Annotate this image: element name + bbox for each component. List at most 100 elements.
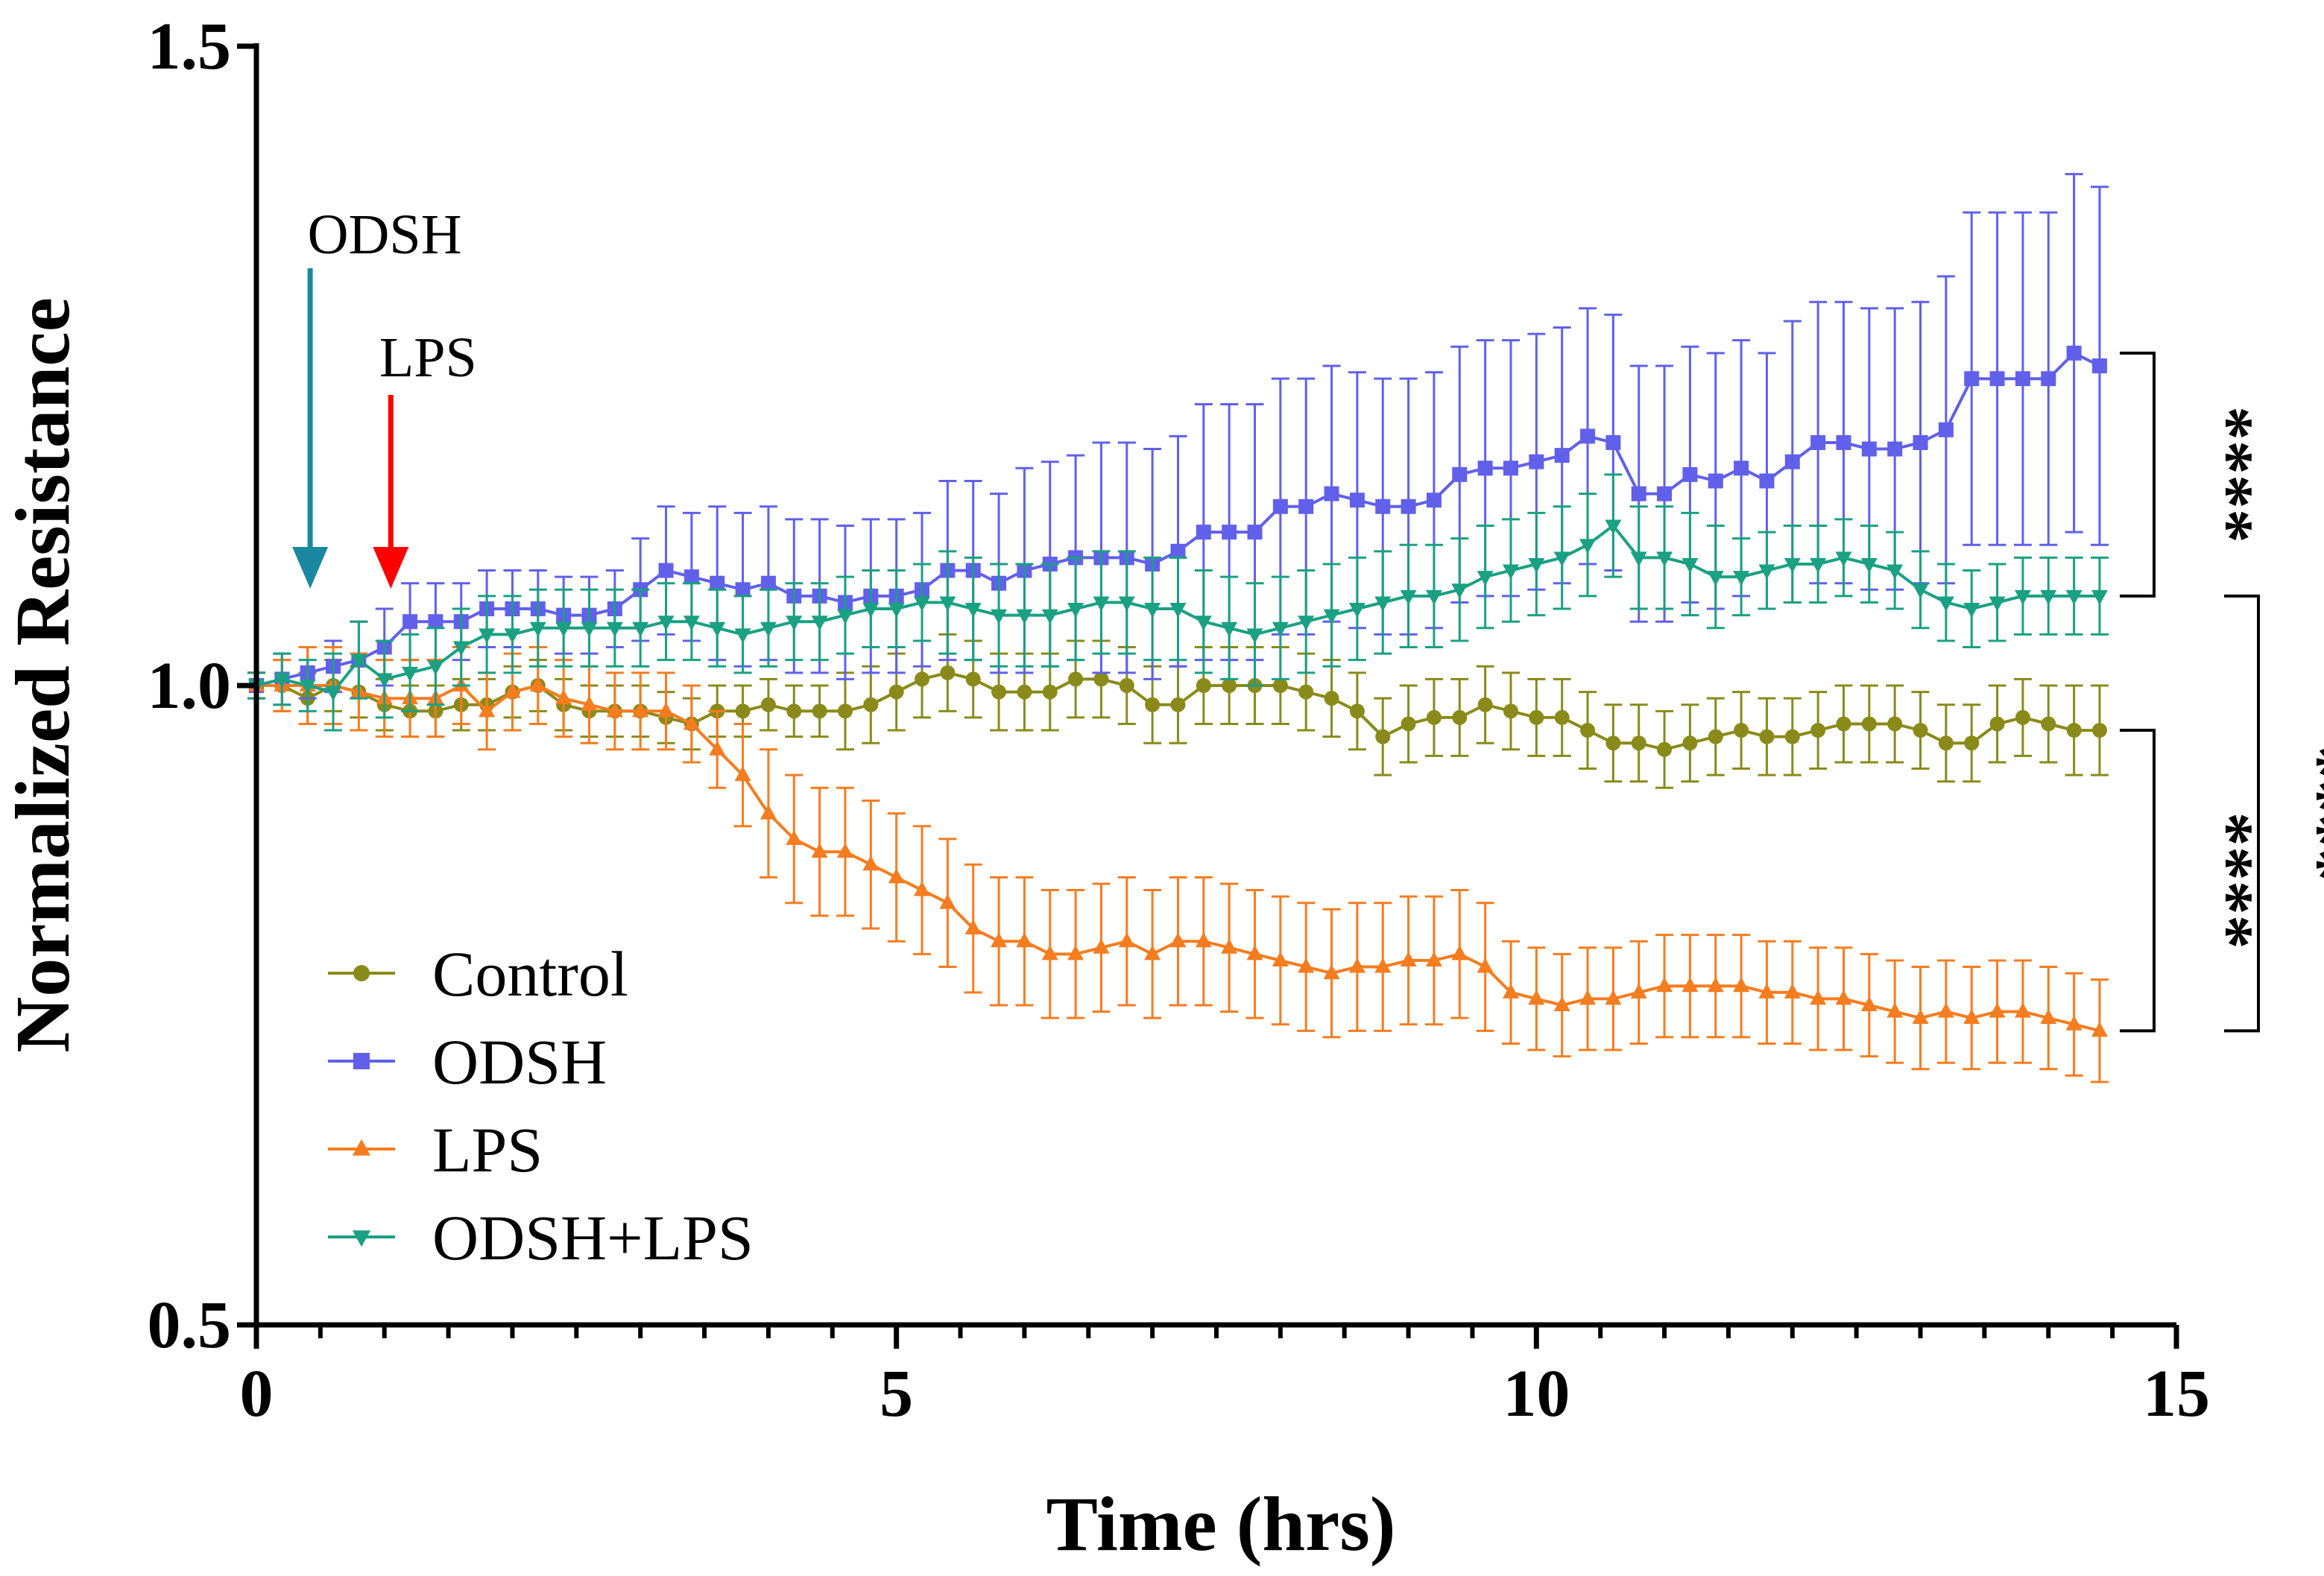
data-point (1784, 557, 1801, 573)
significance-bracket: **** (2120, 729, 2267, 1033)
data-point (1195, 615, 1212, 631)
data-point (735, 703, 751, 719)
data-point (2091, 723, 2107, 738)
data-point (581, 621, 598, 637)
data-point (709, 621, 726, 637)
data-point (1324, 691, 1339, 706)
data-point (1401, 716, 1416, 732)
data-point (1298, 958, 1315, 973)
data-point (1529, 709, 1544, 725)
data-point (1400, 951, 1417, 966)
data-point (1553, 996, 1570, 1011)
data-point (2091, 589, 2108, 605)
data-point (1247, 525, 1263, 540)
data-point (1477, 571, 1494, 586)
data-point (1886, 1002, 1904, 1018)
legend-label: ODSH+LPS (432, 1202, 754, 1273)
data-point (1425, 589, 1442, 605)
data-point (1758, 564, 1775, 580)
data-point (325, 686, 342, 701)
data-point (1348, 603, 1365, 618)
axes: 0.5 1.0 1.5 0 5 10 15 (148, 10, 2211, 1431)
arrow-head (292, 547, 329, 589)
data-point (1835, 990, 1852, 1005)
data-point (1298, 684, 1314, 700)
x-tick-label: 10 (1503, 1357, 1570, 1431)
significance-label: **** (2191, 812, 2267, 949)
data-point (1964, 371, 1980, 387)
data-point (1375, 499, 1391, 514)
data-point (1016, 932, 1033, 948)
data-point (786, 829, 803, 845)
x-tick-label: 15 (2143, 1357, 2210, 1431)
data-point (1452, 709, 1468, 725)
data-point (1426, 709, 1442, 725)
data-point (709, 740, 726, 756)
data-point (1195, 932, 1212, 948)
data-point (1272, 499, 1288, 514)
legend-item: Control (328, 938, 628, 1010)
data-point (1298, 499, 1314, 514)
data-point (888, 868, 905, 884)
data-point (2040, 1009, 2057, 1025)
data-point (1836, 716, 1851, 732)
data-point (1912, 1009, 1929, 1025)
data-point (1452, 466, 1468, 482)
data-point (1580, 723, 1596, 738)
data-point (683, 715, 700, 730)
legend-marker (353, 1053, 370, 1069)
annotation-label: LPS (379, 326, 477, 389)
data-point (1708, 729, 1723, 744)
data-point (964, 920, 982, 935)
data-point (1784, 983, 1801, 999)
data-point (2014, 589, 2031, 605)
data-point (1759, 473, 1775, 489)
data-point (1554, 448, 1570, 463)
data-point (1579, 539, 1597, 554)
data-point (1784, 454, 1800, 469)
data-point (1860, 996, 1878, 1011)
data-point (734, 766, 751, 782)
data-point (1605, 735, 1621, 751)
data-point (1810, 990, 1827, 1005)
data-point (1886, 564, 1904, 580)
data-point (1605, 434, 1621, 450)
data-point (1246, 628, 1263, 644)
data-point (1041, 945, 1058, 961)
data-point (836, 609, 853, 624)
data-point (1221, 621, 1238, 637)
data-point (1631, 735, 1646, 751)
data-point (632, 621, 649, 637)
legend-label: ODSH (432, 1026, 607, 1098)
data-point (1860, 557, 1878, 573)
data-point (1682, 977, 1699, 993)
data-point (2014, 1002, 2031, 1018)
data-point (1323, 964, 1340, 980)
data-point (504, 628, 521, 644)
data-point (428, 614, 443, 630)
data-point (735, 582, 751, 598)
data-point (2015, 709, 2030, 725)
data-point (1349, 703, 1365, 719)
data-point (1656, 977, 1673, 993)
data-point (760, 621, 777, 637)
bracket-line (2120, 351, 2156, 598)
legend: Control ODSH LPS ODSH+LPS (328, 938, 754, 1273)
data-point (1605, 519, 1622, 535)
data-point (1374, 958, 1392, 973)
significance-label: **** (2282, 745, 2324, 882)
data-point (657, 615, 675, 631)
data-point (2040, 589, 2057, 605)
data-point (2015, 371, 2030, 387)
data-point (1580, 428, 1596, 444)
data-point (1682, 466, 1698, 482)
data-point (402, 614, 418, 630)
data-point (1759, 729, 1775, 744)
data-point (683, 615, 700, 631)
data-point (710, 575, 725, 591)
data-point (1144, 603, 1161, 618)
data-point (786, 703, 802, 719)
data-point (1170, 697, 1186, 712)
data-point (1502, 564, 1519, 580)
